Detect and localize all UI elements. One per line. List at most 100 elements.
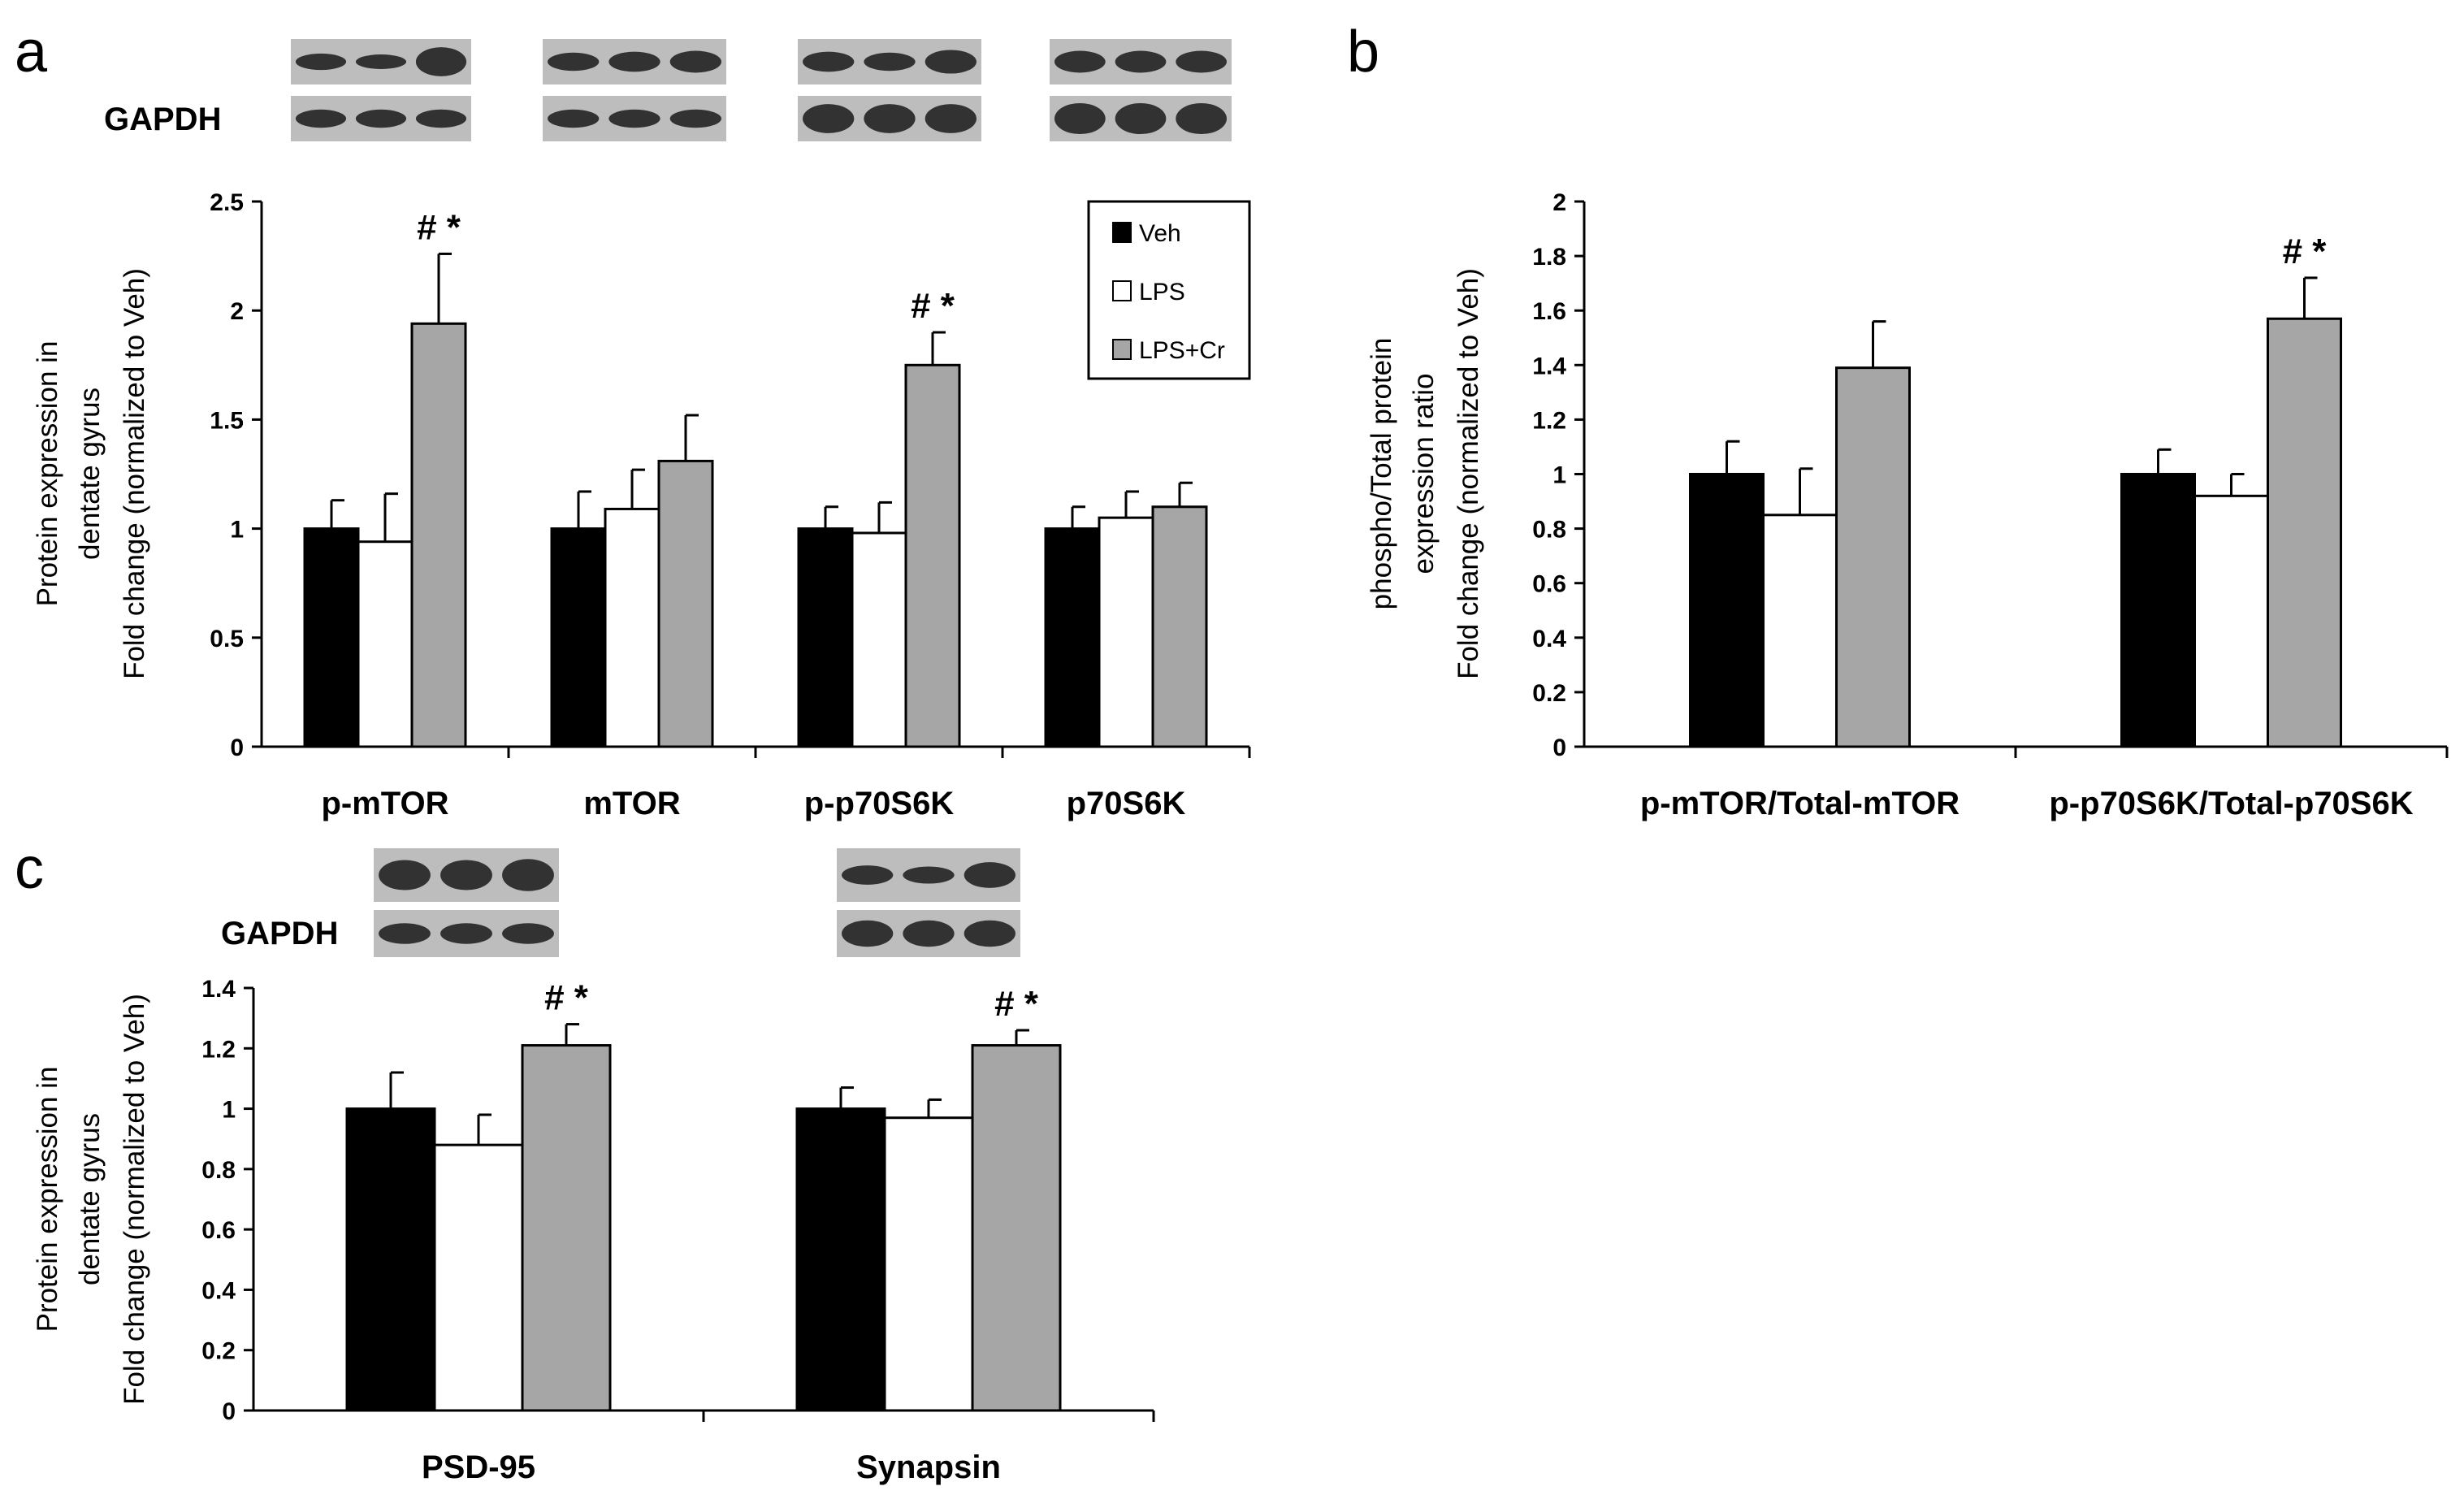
bar-veh: [2120, 473, 2196, 748]
y-tick-label: 2.5: [210, 189, 244, 216]
bar-lps-cr: [521, 1044, 612, 1412]
y-tick-label: 1.8: [1532, 244, 1566, 271]
legend: Veh LPS LPS+Cr: [1087, 200, 1251, 380]
y-tick-label: 0.4: [1532, 626, 1566, 652]
blot-band: [548, 52, 600, 72]
blot-mtor: [543, 39, 726, 84]
bar-lps-cr: [971, 1044, 1062, 1412]
y-tick-label: 1.4: [201, 976, 236, 1003]
blot-band: [903, 920, 955, 947]
bar-veh: [1689, 473, 1765, 748]
blot-psd95: [374, 848, 559, 902]
blot-band: [415, 47, 467, 76]
blot-gapdh-c2: [837, 910, 1020, 957]
legend-swatch: [1112, 222, 1132, 243]
y-tick-label: 0.2: [201, 1338, 236, 1365]
legend-swatch: [1112, 280, 1132, 301]
y-axis-label: dentate gyrus: [74, 388, 106, 560]
y-tick-label: 0: [1552, 734, 1566, 761]
panel-c: c 0 0.2 0.4 0.6 0.8 1 1.2 1.4 PSD-95 Synapsin # * # …: [15, 836, 1155, 1485]
y-tick-label: 0.6: [201, 1217, 236, 1244]
blot-gapdh-4: [1050, 96, 1232, 141]
bar-lps-cr: [1835, 366, 1911, 748]
bar-lps: [1762, 514, 1838, 748]
blot-band: [864, 52, 916, 72]
bar-lps: [2193, 494, 2269, 748]
blot-band: [440, 860, 492, 890]
significance-marker: # *: [544, 978, 589, 1018]
y-axis-label: phospho/Total protein: [1366, 338, 1397, 610]
blot-band: [964, 862, 1015, 888]
blot-band: [925, 50, 977, 74]
bar-veh: [1044, 527, 1101, 748]
blot-band: [295, 53, 347, 71]
bar-lps-cr: [1151, 505, 1208, 748]
y-tick-label: 0.2: [1532, 680, 1566, 707]
category-label: p-p70S6K/Total-p70S6K: [2049, 786, 2413, 821]
y-axis-label: Fold change (normalized to Veh): [119, 994, 150, 1405]
y-tick-label: 1: [230, 517, 244, 544]
significance-marker: # *: [2283, 232, 2328, 271]
blot-band: [1054, 50, 1106, 73]
bar-lps: [433, 1143, 524, 1412]
blot-gapdh-1: [291, 96, 471, 141]
panel-letter: b: [1347, 20, 1379, 84]
bar-lps: [1098, 516, 1154, 748]
gapdh-label: GAPDH: [221, 916, 338, 951]
y-tick-label: 0: [230, 734, 244, 761]
panel-letter: c: [15, 836, 44, 901]
blot-gapdh-2: [543, 96, 726, 141]
blot-band: [803, 51, 855, 72]
bar-lps-cr: [2267, 317, 2342, 748]
category-label: p-mTOR/Total-mTOR: [1640, 786, 1960, 821]
blot-band: [355, 54, 407, 69]
significance-marker: # *: [994, 984, 1039, 1024]
blot-band: [379, 923, 431, 944]
y-tick-label: 2: [1552, 189, 1566, 216]
category-label: mTOR: [583, 786, 680, 821]
blot-band: [415, 109, 467, 128]
y-tick-label: 0.4: [201, 1277, 236, 1304]
blot-band: [1176, 50, 1228, 73]
y-tick-label: 1.4: [1532, 353, 1566, 379]
blot-p70s6k: [1050, 39, 1232, 84]
blot-synapsin: [837, 848, 1020, 902]
y-axis-label: Fold change (normalized to Veh): [1453, 268, 1484, 679]
y-tick-label: 0.8: [201, 1157, 236, 1184]
category-label: p-mTOR: [321, 786, 448, 821]
blot-gapdh-3: [798, 96, 981, 141]
category-label: p-p70S6K: [804, 786, 955, 821]
bar-lps: [357, 540, 414, 748]
y-tick-label: 0.8: [1532, 517, 1566, 544]
blot-band: [803, 104, 855, 133]
blot-p-mtor: [291, 39, 471, 84]
y-tick-label: 1.2: [1532, 407, 1566, 434]
blot-band: [379, 860, 431, 890]
panel-letter: a: [15, 20, 48, 84]
blot-band: [1054, 102, 1106, 135]
y-axis-label: Fold change (normalized to Veh): [119, 268, 150, 679]
blot-band: [864, 104, 916, 133]
blot-band: [502, 859, 554, 891]
blot-p-p70s6k: [798, 39, 981, 84]
y-tick-label: 1.5: [210, 407, 244, 434]
y-tick-label: 1: [222, 1097, 236, 1124]
bar-veh: [795, 1107, 886, 1412]
bar-lps: [883, 1116, 974, 1412]
y-axis-label: expression ratio: [1408, 373, 1440, 574]
blot-band: [842, 865, 894, 885]
legend-swatch: [1112, 339, 1132, 360]
blot-band: [608, 109, 660, 128]
y-tick-label: 0.5: [210, 626, 244, 652]
blot-band: [842, 920, 894, 947]
legend-label: LPS+Cr: [1139, 337, 1225, 364]
blot-gapdh-c1: [374, 910, 559, 957]
blot-band: [903, 866, 955, 884]
y-tick-label: 0: [222, 1398, 236, 1425]
y-tick-label: 1.6: [1532, 298, 1566, 325]
blot-band: [440, 923, 492, 944]
blot-band: [1115, 102, 1167, 135]
bar-lps: [604, 507, 660, 748]
y-tick-label: 1: [1552, 462, 1566, 489]
y-axis-label: Protein expression in: [32, 1067, 63, 1332]
